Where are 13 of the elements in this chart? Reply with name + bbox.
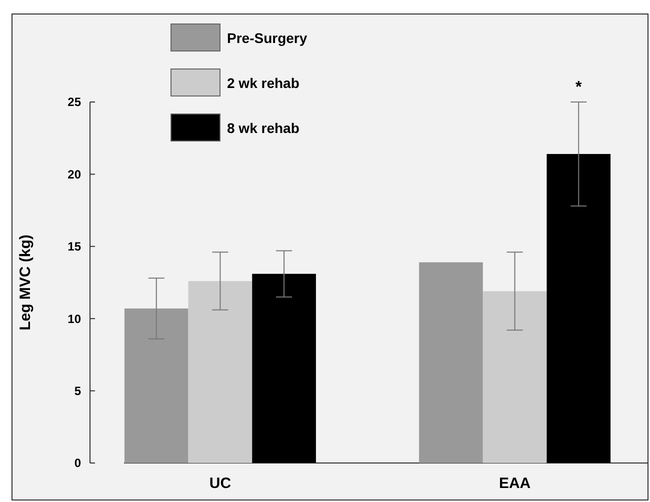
y-tick-label: 10 <box>68 312 82 326</box>
legend-label: Pre-Surgery <box>227 30 308 46</box>
y-tick-label: 15 <box>68 240 82 254</box>
y-tick-label: 25 <box>68 95 82 110</box>
legend-label: 8 wk rehab <box>227 120 300 136</box>
y-tick-label: 20 <box>68 167 82 182</box>
y-tick-label: 0 <box>74 456 82 470</box>
legend-label: 2 wk rehab <box>227 74 300 91</box>
y-axis-title: Leg MVC (kg) <box>17 234 34 330</box>
text: * <box>576 79 583 96</box>
x-tick-label: EAA <box>498 475 531 492</box>
x-tick-label: UC <box>209 475 232 492</box>
y-tick-label: 5 <box>74 384 82 398</box>
